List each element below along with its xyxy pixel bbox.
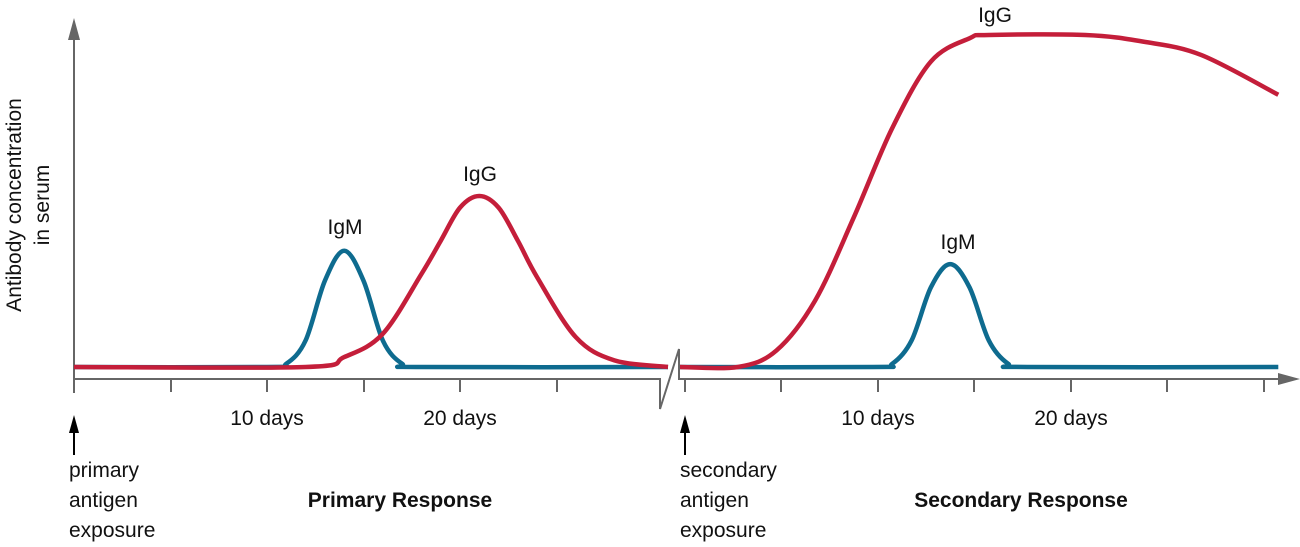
x-axis-line-with-break [74,348,1290,410]
axes [68,18,1300,455]
series-label-secondary-igm: IgM [940,231,975,254]
secondary-exposure-arrowhead [680,415,690,433]
series-label-primary-igg: IgG [463,163,497,186]
secondary-exposure-label-2: antigen [680,489,749,512]
secondary-igg-curve [679,32,1280,371]
labels: Antibody concentration in serum 10 days … [3,4,1128,542]
y-axis-arrowhead [68,18,80,40]
primary-response-title: Primary Response [308,489,492,512]
secondary-exposure-label-3: exposure [680,519,766,542]
tick-label-primary-20: 20 days [423,407,497,430]
tick-label-secondary-10: 10 days [841,407,915,430]
primary-exposure-arrowhead [69,415,79,433]
y-axis-label-line1: Antibody concentration [3,98,26,312]
series-label-secondary-igg: IgG [978,4,1012,27]
primary-exposure-label-3: exposure [69,519,155,542]
primary-exposure-label-2: antigen [69,489,138,512]
primary-exposure-label-1: primary [69,459,140,482]
secondary-exposure-label-1: secondary [680,459,777,482]
series-label-primary-igm: IgM [327,216,362,239]
tick-label-secondary-20: 20 days [1034,407,1108,430]
secondary-response-title: Secondary Response [914,489,1128,512]
tick-label-primary-10: 10 days [230,407,304,430]
y-axis-label-line2: in serum [31,165,54,246]
secondary-igm-curve [679,261,1279,370]
primary-igm-curve [73,248,669,370]
x-axis-arrowhead [1278,373,1300,385]
primary-igg-curve [73,193,669,370]
curves [73,32,1280,371]
